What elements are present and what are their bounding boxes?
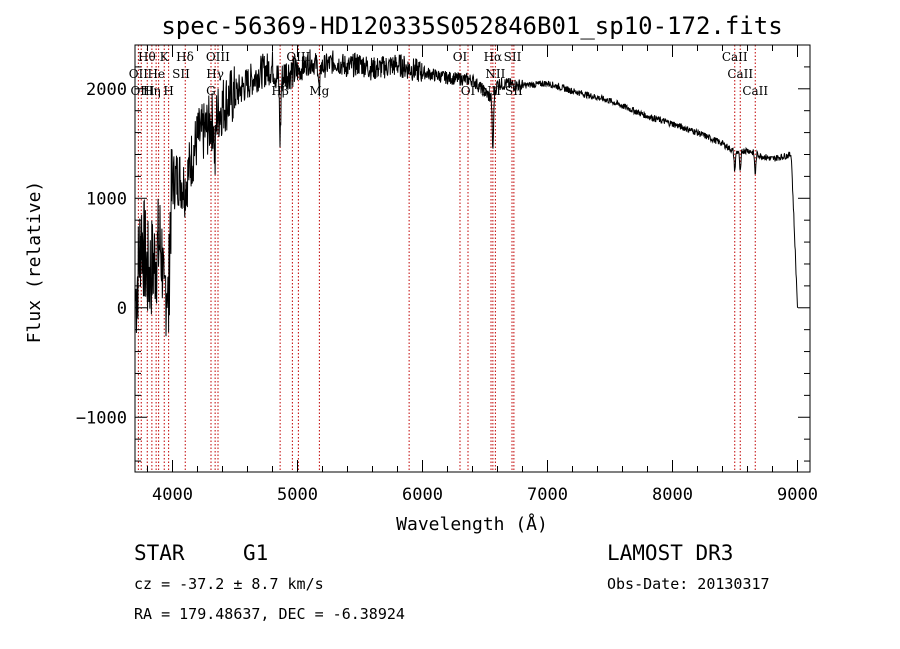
plot-frame bbox=[134, 44, 811, 473]
line-label: Hα bbox=[484, 50, 503, 64]
x-tick-label: 5000 bbox=[277, 485, 318, 505]
chart-title: spec-56369-HD120335S052846B01_sp10-172.f… bbox=[161, 12, 782, 40]
line-label: Hβ bbox=[271, 84, 288, 98]
spectrum-series bbox=[135, 49, 798, 337]
line-label: Hδ bbox=[176, 50, 194, 64]
line-label: CaII bbox=[722, 50, 748, 64]
line-label: OI bbox=[453, 50, 468, 64]
object-subclass: G1 bbox=[243, 541, 268, 565]
x-tick-label: 8000 bbox=[652, 485, 693, 505]
x-tick-label: 4000 bbox=[152, 485, 193, 505]
line-label: OI bbox=[461, 84, 476, 98]
spectrum-line bbox=[135, 49, 798, 337]
coordinates: RA = 179.48637, DEC = -6.38924 bbox=[134, 605, 405, 623]
line-label: CaII bbox=[727, 67, 753, 81]
line-label: SII bbox=[504, 50, 522, 64]
line-label: He bbox=[147, 67, 165, 81]
redshift-text: cz = -37.2 ± 8.7 km/s bbox=[134, 575, 324, 593]
x-axis-label: Wavelength (Å) bbox=[396, 513, 548, 535]
line-label: Hγ bbox=[206, 67, 224, 81]
line-label: CaII bbox=[742, 84, 768, 98]
line-label: SII bbox=[172, 67, 190, 81]
line-label: G bbox=[206, 84, 216, 98]
y-tick-label: 1000 bbox=[86, 189, 127, 209]
x-tick-label: 6000 bbox=[402, 485, 443, 505]
line-label: OII bbox=[129, 67, 149, 81]
object-class: STAR bbox=[134, 541, 185, 565]
line-label: K bbox=[160, 50, 170, 64]
line-label: H bbox=[163, 84, 173, 98]
line-markers bbox=[137, 45, 756, 472]
line-label: OIII bbox=[206, 50, 230, 64]
x-tick-label: 7000 bbox=[527, 485, 568, 505]
y-tick-label: 2000 bbox=[86, 80, 127, 100]
y-axis-label: Flux (relative) bbox=[24, 181, 45, 344]
obs-date: Obs-Date: 20130317 bbox=[607, 575, 770, 593]
axis-ticks: 4000 5000 6000 7000 8000 9000 −1000 0 1000 2000 bbox=[76, 44, 818, 505]
line-label: NII bbox=[485, 67, 505, 81]
y-tick-label: 0 bbox=[117, 299, 127, 319]
survey-name: LAMOST DR3 bbox=[607, 541, 733, 565]
line-label: Hθ bbox=[138, 50, 156, 64]
line-label: OIII bbox=[130, 84, 154, 98]
line-label: Hη bbox=[143, 84, 161, 98]
x-tick-label: 9000 bbox=[777, 485, 818, 505]
y-tick-label: −1000 bbox=[76, 408, 127, 428]
